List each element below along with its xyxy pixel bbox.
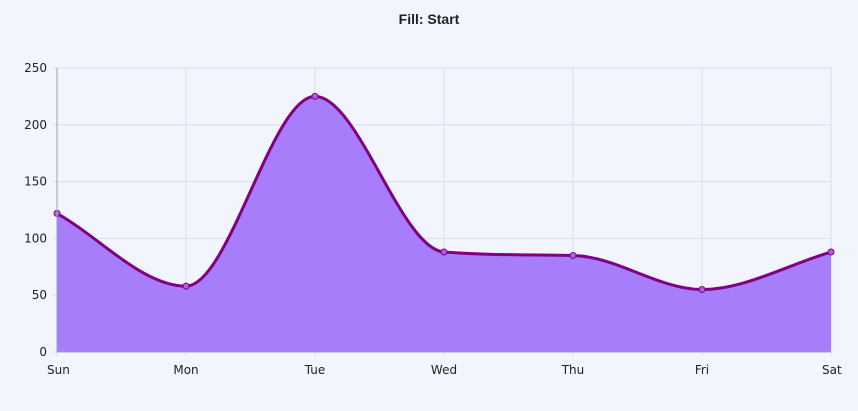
data-point-tue (311, 92, 319, 100)
x-tick-label-tue: Tue (304, 363, 326, 377)
series-area-fill (57, 96, 831, 353)
x-tick-labels: Sun Mon Tue Wed Thu Fri Sat (47, 363, 842, 377)
x-tick-label-sun: Sun (47, 363, 70, 377)
y-tick-label-0: 0 (39, 345, 47, 359)
x-tick-label-mon: Mon (173, 363, 198, 377)
data-point-mon (182, 282, 190, 290)
x-tick-label-thu: Thu (561, 363, 585, 377)
data-point-thu (569, 251, 577, 259)
x-tick-label-wed: Wed (431, 363, 457, 377)
data-point-wed (440, 248, 448, 256)
y-tick-label-100: 100 (24, 231, 47, 245)
data-point-fri (698, 286, 706, 294)
x-tick-label-sat: Sat (822, 363, 842, 377)
y-tick-labels: 0 50 100 150 200 250 (24, 61, 47, 359)
y-tick-label-150: 150 (24, 175, 47, 189)
chart-title: Fill: Start (398, 11, 460, 27)
x-tick-label-fri: Fri (695, 363, 709, 377)
data-point-sat (827, 248, 835, 256)
y-tick-label-250: 250 (24, 61, 47, 75)
y-tick-label-50: 50 (32, 288, 47, 302)
y-tick-label-200: 200 (24, 118, 47, 132)
